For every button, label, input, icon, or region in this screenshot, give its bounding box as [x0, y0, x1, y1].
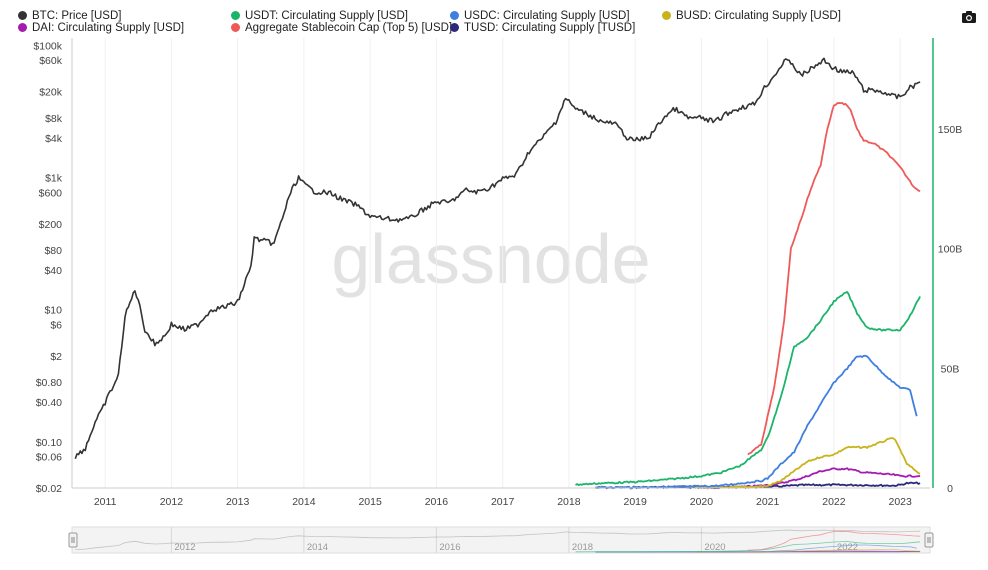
legend-label: USDT: Circulating Supply [USD] [245, 10, 408, 22]
navigator-tick-label: 2014 [307, 542, 328, 553]
x-tick-label: 2011 [94, 496, 117, 508]
right-range-handle[interactable] [924, 532, 934, 548]
y-left-tick-label: $200 [39, 219, 63, 231]
x-tick-label: 2021 [756, 496, 780, 508]
y-left-tick-label: $20k [39, 87, 63, 99]
legend-item[interactable]: TUSD: Circulating Supply [TUSD] [450, 22, 635, 34]
y-left-tick-label: $0.80 [36, 377, 62, 389]
y-left-tick-label: $6 [50, 319, 62, 331]
watermark-logo: glassnode [331, 220, 650, 298]
legend-dot-icon [450, 11, 459, 20]
series-line[interactable] [575, 291, 921, 486]
navigator-tick-label: 2016 [439, 542, 460, 553]
y-right-tick-label: 100B [938, 244, 963, 256]
navigator-tick-label: 2020 [704, 542, 725, 553]
legend-label: USDC: Circulating Supply [USD] [464, 10, 630, 22]
x-tick-label: 2013 [226, 496, 250, 508]
navigator-series [75, 529, 921, 550]
y-left-tick-label: $600 [39, 187, 63, 199]
series-line[interactable] [747, 102, 921, 456]
y-left-tick-label: $8k [45, 113, 63, 125]
x-tick-label: 2023 [889, 496, 913, 508]
legend-item[interactable]: DAI: Circulating Supply [USD] [18, 22, 184, 34]
x-tick-label: 2020 [690, 496, 714, 508]
legend-item[interactable]: BTC: Price [USD] [18, 10, 121, 22]
x-tick-label: 2017 [491, 496, 515, 508]
series-line[interactable] [594, 354, 918, 490]
y-left-tick-label: $80 [44, 245, 62, 257]
legend-item[interactable]: USDC: Circulating Supply [USD] [450, 10, 630, 22]
legend-label: BUSD: Circulating Supply [USD] [676, 10, 841, 22]
y-left-tick-label: $0.06 [36, 451, 62, 463]
navigator-series [747, 530, 921, 551]
x-tick-label: 2012 [160, 496, 184, 508]
legend-item[interactable]: USDT: Circulating Supply [USD] [231, 10, 408, 22]
legend-dot-icon [450, 23, 459, 32]
y-left-tick-label: $2 [50, 351, 62, 363]
legend-dot-icon [18, 11, 27, 20]
navigator-series [595, 544, 917, 553]
y-left-tick-label: $0.10 [36, 437, 62, 449]
y-left-tick-label: $0.02 [36, 483, 62, 495]
y-right-tick-label: 150B [938, 124, 963, 136]
camera-icon[interactable] [962, 11, 976, 23]
chart-legend: BTC: Price [USD] USDT: Circulating Supply… [18, 10, 948, 40]
y-left-tick-label: $1k [45, 173, 63, 185]
y-left-tick-label: $100k [33, 41, 62, 53]
y-right-tick-label: 50B [941, 363, 960, 375]
navigator-tick-label: 2022 [837, 542, 858, 553]
y-right-tick-label: 0 [947, 483, 953, 495]
series-line[interactable] [74, 57, 921, 460]
navigator-tick-label: 2018 [572, 542, 593, 553]
legend-dot-icon [18, 23, 27, 32]
legend-label: Aggregate Stablecoin Cap (Top 5) [USD] [245, 22, 453, 34]
legend-label: TUSD: Circulating Supply [TUSD] [464, 22, 636, 34]
x-tick-label: 2019 [623, 496, 647, 508]
legend-dot-icon [231, 11, 240, 20]
navigator-series [575, 541, 921, 553]
y-left-tick-label: $0.40 [36, 397, 62, 409]
x-tick-label: 2018 [557, 496, 581, 508]
left-range-handle[interactable] [68, 532, 78, 548]
navigator-tick-label: 2012 [174, 542, 195, 553]
navigator-track[interactable] [71, 526, 931, 554]
legend-item[interactable]: BUSD: Circulating Supply [USD] [662, 10, 841, 22]
y-left-tick-label: $10 [44, 305, 62, 317]
x-tick-label: 2022 [822, 496, 846, 508]
legend-dot-icon [231, 23, 240, 32]
x-tick-label: 2016 [425, 496, 449, 508]
legend-item[interactable]: Aggregate Stablecoin Cap (Top 5) [USD] [231, 22, 452, 34]
legend-label: BTC: Price [USD] [32, 10, 122, 22]
y-left-tick-label: $60k [39, 55, 63, 67]
legend-label: DAI: Circulating Supply [USD] [32, 22, 185, 34]
legend-dot-icon [662, 11, 671, 20]
y-left-tick-label: $40 [44, 265, 62, 277]
x-tick-label: 2014 [292, 496, 316, 508]
y-left-tick-label: $4k [45, 133, 63, 145]
x-tick-label: 2015 [358, 496, 382, 508]
series-line[interactable] [694, 437, 921, 490]
